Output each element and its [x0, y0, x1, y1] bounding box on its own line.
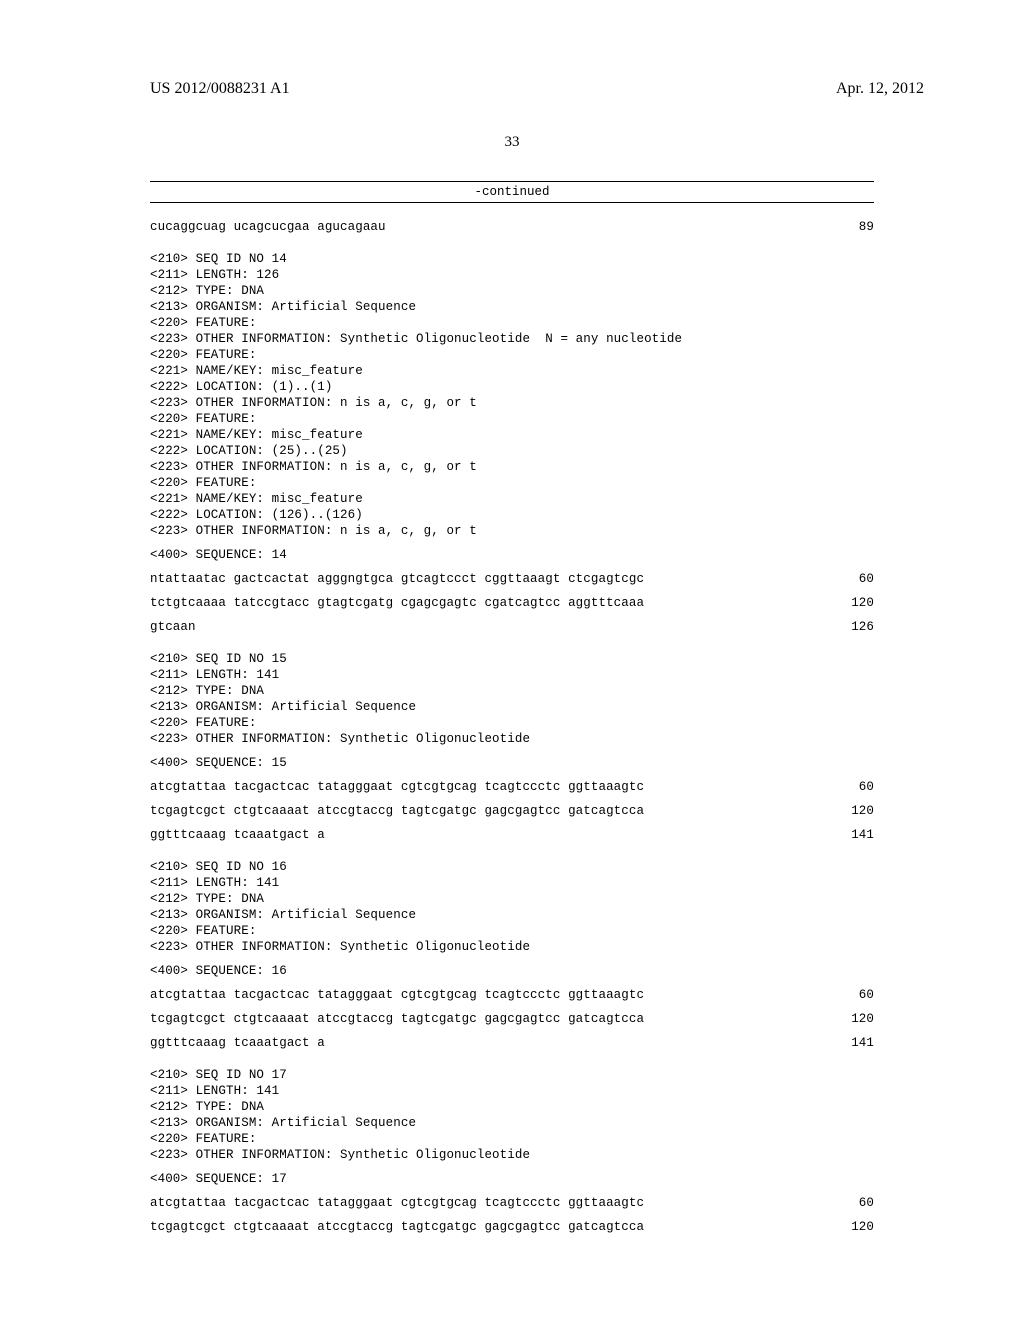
seq17-meta-2: <212> TYPE: DNA	[150, 1099, 874, 1115]
seq14-meta-8: <222> LOCATION: (1)..(1)	[150, 379, 874, 395]
seq14-meta-5: <223> OTHER INFORMATION: Synthetic Oligo…	[150, 331, 874, 347]
seq15-seq-2: ggtttcaaag tcaaatgact a	[150, 827, 325, 843]
seq17-block: <210> SEQ ID NO 17 <211> LENGTH: 141 <21…	[150, 1067, 874, 1235]
seq14-num-0: 60	[839, 571, 874, 587]
seq16-line-2: ggtttcaaag tcaaatgact a 141	[150, 1035, 874, 1051]
publication-date: Apr. 12, 2012	[836, 80, 924, 98]
seq16-line-1: tcgagtcgct ctgtcaaaat atccgtaccg tagtcga…	[150, 1011, 874, 1027]
seq15-num-1: 120	[831, 803, 874, 819]
seq14-meta-6: <220> FEATURE:	[150, 347, 874, 363]
seq15-meta-3: <213> ORGANISM: Artificial Sequence	[150, 699, 874, 715]
seq17-line-0: atcgtattaa tacgactcac tatagggaat cgtcgtg…	[150, 1195, 874, 1211]
seq14-meta-13: <223> OTHER INFORMATION: n is a, c, g, o…	[150, 459, 874, 475]
seq14-seq-2: gtcaan	[150, 619, 196, 635]
seq17-seq-0: atcgtattaa tacgactcac tatagggaat cgtcgtg…	[150, 1195, 644, 1211]
seq15-num-0: 60	[839, 779, 874, 795]
seq15-block: <210> SEQ ID NO 15 <211> LENGTH: 141 <21…	[150, 651, 874, 843]
seq14-line-2: gtcaan 126	[150, 619, 874, 635]
seq16-num-0: 60	[839, 987, 874, 1003]
seq14-meta-15: <221> NAME/KEY: misc_feature	[150, 491, 874, 507]
seq14-num-1: 120	[831, 595, 874, 611]
seq17-meta-0: <210> SEQ ID NO 17	[150, 1067, 874, 1083]
seq14-meta-12: <222> LOCATION: (25)..(25)	[150, 443, 874, 459]
page-header: US 2012/0088231 A1 Apr. 12, 2012	[0, 0, 1024, 106]
seq14-line-1: tctgtcaaaa tatccgtacc gtagtcgatg cgagcga…	[150, 595, 874, 611]
seq16-meta-5: <223> OTHER INFORMATION: Synthetic Oligo…	[150, 939, 874, 955]
seq14-seq-0: ntattaatac gactcactat agggngtgca gtcagtc…	[150, 571, 644, 587]
seq14-meta-9: <223> OTHER INFORMATION: n is a, c, g, o…	[150, 395, 874, 411]
seq16-seq-1: tcgagtcgct ctgtcaaaat atccgtaccg tagtcga…	[150, 1011, 644, 1027]
seq17-meta-5: <223> OTHER INFORMATION: Synthetic Oligo…	[150, 1147, 874, 1163]
seq17-meta-3: <213> ORGANISM: Artificial Sequence	[150, 1115, 874, 1131]
seq16-seq-2: ggtttcaaag tcaaatgact a	[150, 1035, 325, 1051]
seq15-seq-0: atcgtattaa tacgactcac tatagggaat cgtcgtg…	[150, 779, 644, 795]
seq15-line-2: ggtttcaaag tcaaatgact a 141	[150, 827, 874, 843]
seq14-meta-14: <220> FEATURE:	[150, 475, 874, 491]
seq16-meta-4: <220> FEATURE:	[150, 923, 874, 939]
seq16-block: <210> SEQ ID NO 16 <211> LENGTH: 141 <21…	[150, 859, 874, 1051]
seq15-meta-1: <211> LENGTH: 141	[150, 667, 874, 683]
seq14-block: <210> SEQ ID NO 14 <211> LENGTH: 126 <21…	[150, 251, 874, 635]
seq15-label: <400> SEQUENCE: 15	[150, 755, 874, 771]
seq14-meta-16: <222> LOCATION: (126)..(126)	[150, 507, 874, 523]
seq16-meta-2: <212> TYPE: DNA	[150, 891, 874, 907]
seq15-meta-0: <210> SEQ ID NO 15	[150, 651, 874, 667]
seq14-line-0: ntattaatac gactcactat agggngtgca gtcagtc…	[150, 571, 874, 587]
seq17-line-1: tcgagtcgct ctgtcaaaat atccgtaccg tagtcga…	[150, 1219, 874, 1235]
seq14-meta-1: <211> LENGTH: 126	[150, 267, 874, 283]
seq16-seq-0: atcgtattaa tacgactcac tatagggaat cgtcgtg…	[150, 987, 644, 1003]
seq16-meta-0: <210> SEQ ID NO 16	[150, 859, 874, 875]
seq17-num-0: 60	[839, 1195, 874, 1211]
seq13-num: 89	[839, 219, 874, 235]
page-number: 33	[0, 134, 1024, 151]
seq16-label: <400> SEQUENCE: 16	[150, 963, 874, 979]
seq14-meta-4: <220> FEATURE:	[150, 315, 874, 331]
seq16-meta-1: <211> LENGTH: 141	[150, 875, 874, 891]
continued-label: -continued	[150, 182, 874, 202]
seq15-line-1: tcgagtcgct ctgtcaaaat atccgtaccg tagtcga…	[150, 803, 874, 819]
seq14-meta-7: <221> NAME/KEY: misc_feature	[150, 363, 874, 379]
seq16-meta-3: <213> ORGANISM: Artificial Sequence	[150, 907, 874, 923]
seq14-label: <400> SEQUENCE: 14	[150, 547, 874, 563]
seq13-line: cucaggcuag ucagcucgaa agucagaau 89	[150, 219, 874, 235]
seq14-meta-17: <223> OTHER INFORMATION: n is a, c, g, o…	[150, 523, 874, 539]
seq16-num-2: 141	[831, 1035, 874, 1051]
seq15-meta-5: <223> OTHER INFORMATION: Synthetic Oligo…	[150, 731, 874, 747]
publication-number: US 2012/0088231 A1	[150, 80, 290, 98]
seq14-meta-2: <212> TYPE: DNA	[150, 283, 874, 299]
seq14-meta-3: <213> ORGANISM: Artificial Sequence	[150, 299, 874, 315]
seq15-seq-1: tcgagtcgct ctgtcaaaat atccgtaccg tagtcga…	[150, 803, 644, 819]
seq17-num-1: 120	[831, 1219, 874, 1235]
seq17-seq-1: tcgagtcgct ctgtcaaaat atccgtaccg tagtcga…	[150, 1219, 644, 1235]
seq14-meta-10: <220> FEATURE:	[150, 411, 874, 427]
seq15-num-2: 141	[831, 827, 874, 843]
content-area: -continued cucaggcuag ucagcucgaa agucaga…	[0, 181, 1024, 1235]
seq14-num-2: 126	[831, 619, 874, 635]
seq17-meta-1: <211> LENGTH: 141	[150, 1083, 874, 1099]
seq14-meta-11: <221> NAME/KEY: misc_feature	[150, 427, 874, 443]
seq16-line-0: atcgtattaa tacgactcac tatagggaat cgtcgtg…	[150, 987, 874, 1003]
seq14-meta-0: <210> SEQ ID NO 14	[150, 251, 874, 267]
seq15-meta-4: <220> FEATURE:	[150, 715, 874, 731]
seq15-meta-2: <212> TYPE: DNA	[150, 683, 874, 699]
seq13-seq: cucaggcuag ucagcucgaa agucagaau	[150, 219, 386, 235]
seq16-num-1: 120	[831, 1011, 874, 1027]
seq17-label: <400> SEQUENCE: 17	[150, 1171, 874, 1187]
seq17-meta-4: <220> FEATURE:	[150, 1131, 874, 1147]
seq15-line-0: atcgtattaa tacgactcac tatagggaat cgtcgtg…	[150, 779, 874, 795]
seq14-seq-1: tctgtcaaaa tatccgtacc gtagtcgatg cgagcga…	[150, 595, 644, 611]
